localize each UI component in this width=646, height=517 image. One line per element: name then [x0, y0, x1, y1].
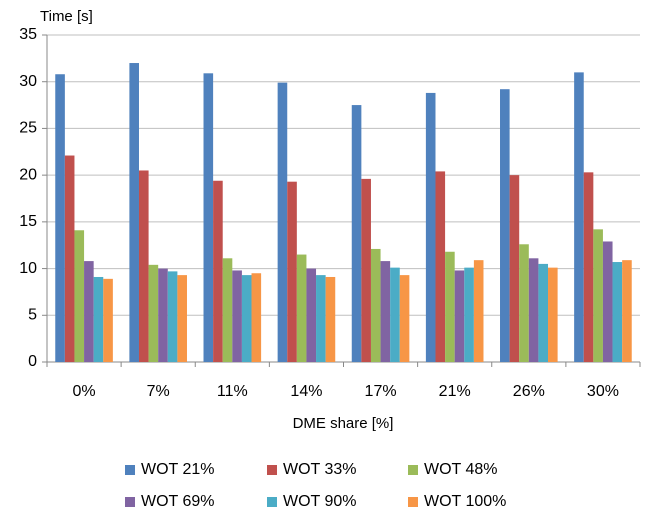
bar	[232, 270, 242, 362]
y-tick-label: 0	[28, 353, 37, 370]
bar	[574, 72, 584, 362]
bar	[316, 275, 326, 362]
bar	[370, 248, 381, 362]
legend-swatch	[125, 497, 135, 507]
legend-label: WOT 100%	[424, 493, 506, 510]
y-tick-label: 35	[19, 26, 37, 43]
bar	[93, 276, 104, 362]
bar	[445, 251, 455, 362]
x-tick-label: 30%	[587, 383, 619, 400]
y-tick-label: 15	[19, 213, 37, 230]
bar	[148, 264, 159, 362]
bar	[454, 270, 465, 362]
legend-swatch	[125, 465, 135, 475]
bar	[622, 260, 632, 362]
bar	[213, 180, 223, 362]
legend-label: WOT 69%	[141, 493, 215, 510]
bar	[241, 275, 252, 362]
bar	[306, 268, 317, 362]
bar	[296, 254, 307, 362]
bar	[103, 278, 113, 362]
bar	[64, 155, 75, 362]
bar	[325, 276, 336, 362]
bar	[390, 267, 400, 362]
bar	[473, 260, 484, 362]
x-tick-label: 0%	[73, 383, 96, 400]
bar	[251, 273, 262, 362]
bar	[84, 261, 94, 362]
legend-swatch	[267, 497, 277, 507]
bar	[287, 181, 297, 362]
bar	[277, 82, 288, 363]
legend-label: WOT 90%	[283, 493, 357, 510]
bar	[464, 267, 474, 362]
bar	[399, 275, 410, 362]
bar	[425, 92, 436, 362]
bar	[167, 271, 178, 362]
legend-swatch	[267, 465, 277, 475]
legend-swatch	[408, 497, 418, 507]
bar	[538, 263, 549, 362]
bar	[361, 178, 371, 362]
legend-swatch	[408, 465, 418, 475]
y-tick-label: 30	[19, 73, 37, 90]
bar	[435, 171, 446, 362]
bar	[351, 105, 362, 363]
legend-label: WOT 48%	[424, 461, 498, 478]
bar	[222, 258, 233, 362]
y-axis-title: Time [s]	[40, 8, 93, 25]
y-tick-label: 10	[19, 260, 37, 277]
bar	[509, 175, 520, 362]
bar	[177, 275, 187, 362]
bar	[500, 89, 510, 362]
bar	[602, 241, 613, 362]
x-tick-label: 14%	[290, 383, 322, 400]
bar	[612, 262, 623, 362]
y-tick-label: 5	[28, 307, 37, 324]
bar	[138, 170, 149, 362]
legend-label: WOT 21%	[141, 461, 215, 478]
x-axis-title: DME share [%]	[293, 415, 394, 432]
y-tick-label: 25	[19, 120, 37, 137]
bar	[55, 74, 65, 363]
bar	[203, 73, 214, 362]
bar	[519, 244, 529, 362]
x-tick-label: 7%	[147, 383, 170, 400]
bar	[528, 258, 539, 362]
bar	[74, 230, 85, 362]
x-tick-label: 21%	[439, 383, 471, 400]
x-tick-label: 26%	[513, 383, 545, 400]
bar	[548, 267, 558, 362]
legend-label: WOT 33%	[283, 461, 357, 478]
bar	[593, 229, 603, 362]
x-tick-label: 11%	[217, 383, 248, 400]
x-tick-label: 17%	[365, 383, 397, 400]
bar	[583, 172, 594, 362]
bar	[129, 63, 139, 363]
y-tick-label: 20	[19, 166, 37, 183]
bar	[158, 268, 168, 362]
bar	[380, 261, 391, 362]
